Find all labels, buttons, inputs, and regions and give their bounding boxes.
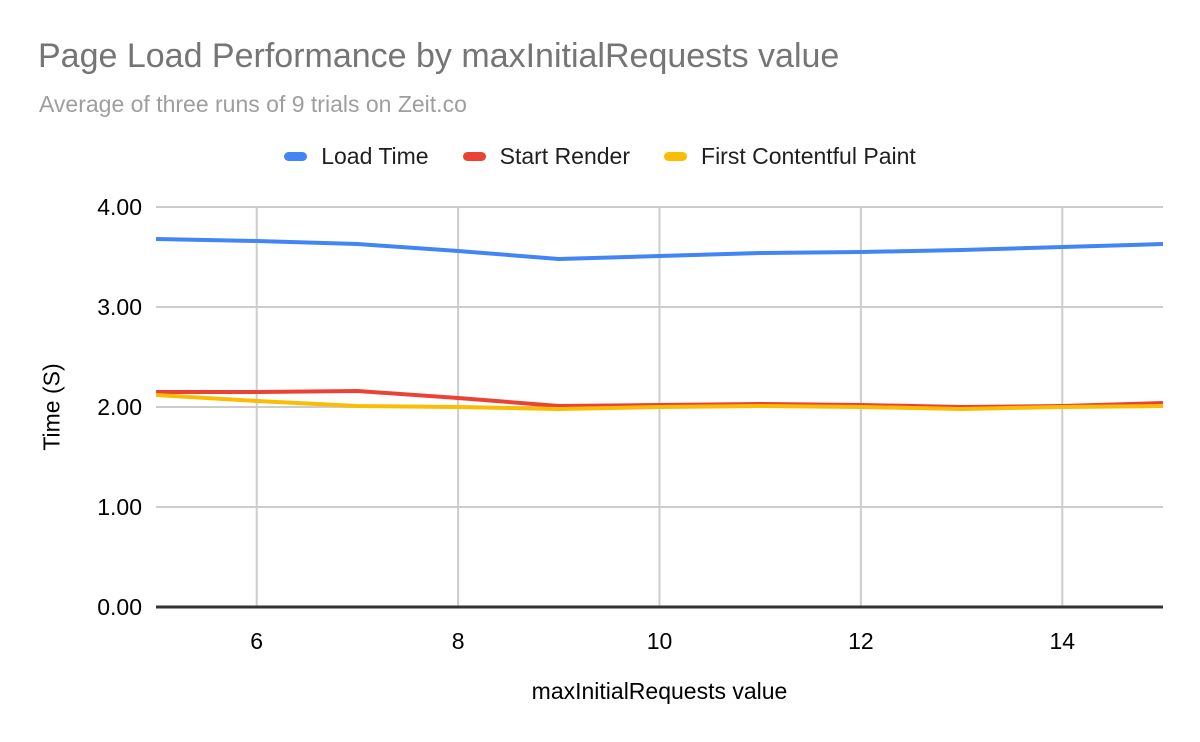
- y-tick-label: 1.00: [97, 494, 142, 520]
- x-tick-label: 14: [1050, 628, 1076, 654]
- series-line-first-contentful-paint: [155, 393, 1164, 411]
- legend-swatch-icon: [284, 152, 308, 161]
- legend-swatch-icon: [462, 152, 486, 161]
- chart-title: Page Load Performance by maxInitialReque…: [38, 37, 840, 75]
- y-tick-label: 4.00: [97, 194, 142, 220]
- y-tick-label: 0.00: [97, 594, 142, 620]
- legend-label: Load Time: [321, 143, 429, 169]
- x-tick-label: 6: [250, 628, 263, 654]
- x-axis-title: maxInitialRequests value: [531, 678, 788, 704]
- legend-swatch-icon: [664, 152, 688, 161]
- legend-label: Start Render: [499, 143, 631, 169]
- legend: Load Time Start Render First Contentful …: [0, 143, 1200, 170]
- series-line-load-time: [155, 237, 1164, 261]
- x-tick-label: 10: [647, 628, 673, 654]
- legend-item-load-time: Load Time: [284, 143, 429, 170]
- legend-label: First Contentful Paint: [701, 143, 916, 169]
- y-tick-label: 3.00: [97, 294, 142, 320]
- y-tick-label: 2.00: [97, 394, 142, 420]
- chart-subtitle: Average of three runs of 9 trials on Zei…: [39, 91, 467, 117]
- x-tick-label: 12: [848, 628, 874, 654]
- x-tick-label: 8: [452, 628, 465, 654]
- legend-item-first-contentful-paint: First Contentful Paint: [664, 143, 916, 170]
- legend-item-start-render: Start Render: [462, 143, 631, 170]
